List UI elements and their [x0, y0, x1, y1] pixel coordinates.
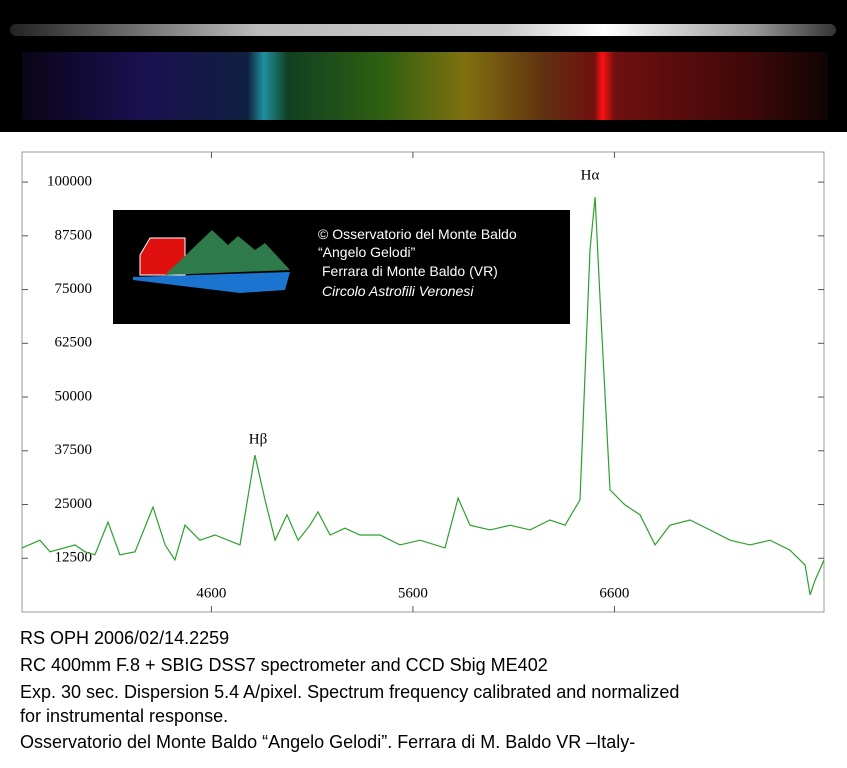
logo-mountains	[165, 230, 290, 275]
caption-line: RC 400mm F.8 + SBIG DSS7 spectrometer an…	[20, 655, 548, 675]
y-tick-label: 62500	[55, 335, 93, 351]
x-tick-label: 6600	[599, 585, 629, 601]
logo-line: Circolo Astrofili Veronesi	[322, 283, 474, 299]
logo-lake	[133, 272, 290, 293]
y-tick-label: 50000	[55, 388, 93, 404]
plot: 12500 25000 37500 50000 62500 75000 87500 10000…	[21, 152, 825, 612]
logo-line: © Osservatorio del Monte Baldo	[318, 226, 517, 242]
y-tick-label: 12500	[55, 550, 93, 566]
x-tick-label: 4600	[196, 585, 226, 601]
y-tick-label: 100000	[47, 174, 92, 190]
caption-line: for instrumental response.	[20, 706, 228, 726]
y-tick-label: 37500	[55, 442, 93, 458]
spectrum-trace	[10, 24, 836, 36]
caption-line: Osservatorio del Monte Baldo “Angelo Gel…	[20, 732, 635, 752]
y-tick-label: 87500	[55, 227, 93, 243]
logo-line: “Angelo Gelodi”	[318, 244, 416, 260]
x-tick-label: 5600	[398, 585, 428, 601]
logo: © Osservatorio del Monte Baldo “Angelo G…	[113, 210, 570, 324]
caption-title: RS OPH 2006/02/14.2259	[20, 628, 229, 648]
annotation: Hβ	[249, 431, 267, 447]
caption-line: Exp. 30 sec. Dispersion 5.4 A/pixel. Spe…	[20, 682, 679, 702]
spectrum-line	[21, 197, 825, 595]
spectrum-colors	[22, 52, 828, 120]
annotation: Hα	[581, 167, 600, 183]
y-tick-label: 25000	[55, 496, 93, 512]
logo-line: Ferrara di Monte Baldo (VR)	[322, 263, 498, 279]
y-tick-label: 75000	[55, 281, 93, 297]
